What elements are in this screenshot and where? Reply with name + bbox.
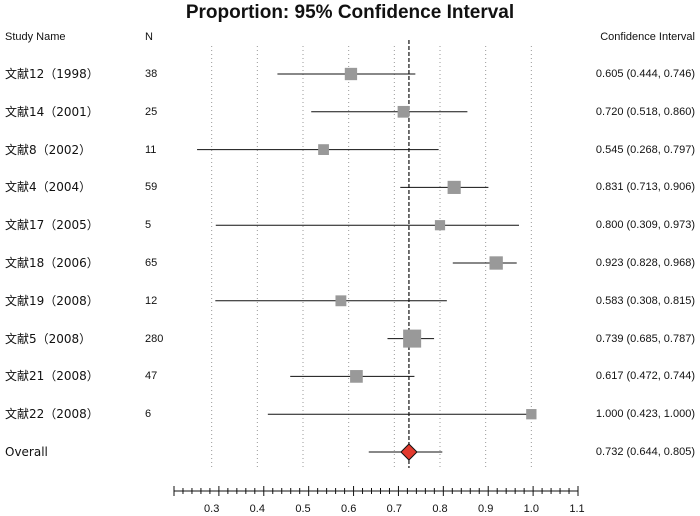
- study-estimate-square: [335, 295, 347, 307]
- overall-diamond: [400, 443, 418, 461]
- study-estimate-square: [447, 180, 461, 194]
- study-ci-text: 0.545 (0.268, 0.797): [595, 143, 695, 156]
- study-ci-text: 0.800 (0.309, 0.973): [595, 219, 695, 232]
- study-n: 11: [145, 143, 157, 156]
- study-name: 文献17（2005）: [5, 218, 99, 233]
- study-estimate-square: [526, 409, 537, 420]
- x-tick-label: 0.8: [432, 503, 447, 515]
- study-name: 文献14（2001）: [5, 104, 99, 119]
- study-name: 文献22（2008）: [5, 407, 99, 422]
- study-ci-text: 1.000 (0.423, 1.000): [595, 408, 695, 421]
- x-tick-label: 1.0: [524, 503, 539, 515]
- study-ci-text: 0.617 (0.472, 0.744): [595, 370, 695, 383]
- n-header: N: [145, 31, 153, 43]
- study-n: 12: [145, 294, 158, 307]
- study-name: 文献5（2008）: [5, 331, 92, 346]
- overall-label: Overall: [5, 445, 48, 459]
- chart-title: Proportion: 95% Confidence Interval: [185, 2, 515, 23]
- study-n: 47: [145, 370, 158, 383]
- study-n: 6: [145, 408, 152, 421]
- ci-header: Confidence Interval: [600, 31, 695, 43]
- x-tick-label: 0.5: [295, 503, 310, 515]
- study-ci-text: 0.720 (0.518, 0.860): [595, 105, 695, 118]
- study-name: 文献4（2004）: [5, 180, 92, 195]
- study-name: 文献21（2008）: [5, 369, 99, 384]
- study-n: 280: [145, 332, 164, 345]
- x-tick-label: 0.6: [341, 503, 356, 515]
- x-tick-label: 0.7: [387, 503, 402, 515]
- x-tick-label: 1.1: [569, 503, 584, 515]
- study-ci-text: 0.583 (0.308, 0.815): [595, 294, 695, 307]
- study-estimate-square: [489, 256, 503, 270]
- study-name: 文献8（2002）: [5, 142, 92, 157]
- x-tick-label: 0.9: [478, 503, 493, 515]
- study-estimate-square: [434, 220, 446, 231]
- study-ci-text: 0.923 (0.828, 0.968): [595, 257, 695, 269]
- study-n: 59: [145, 181, 158, 194]
- study-n: 25: [145, 105, 158, 118]
- study-name: 文献12（1998）: [5, 67, 99, 81]
- x-tick-label: 0.3: [204, 503, 219, 515]
- study-ci-text: 0.739 (0.685, 0.787): [595, 332, 695, 345]
- study-estimate-square: [397, 105, 410, 118]
- study-ci-text: 0.831 (0.713, 0.906): [595, 181, 695, 194]
- study-estimate-square: [403, 329, 422, 348]
- study-name: 文献19（2008）: [5, 293, 99, 308]
- study-estimate-square: [318, 144, 329, 155]
- study-name-header: Study Name: [5, 31, 66, 43]
- study-ci-text: 0.605 (0.444, 0.746): [595, 68, 695, 80]
- study-name: 文献18（2006）: [5, 256, 99, 270]
- study-n: 65: [145, 257, 158, 269]
- overall-ci-text: 0.732 (0.644, 0.805): [595, 446, 695, 458]
- study-estimate-square: [344, 67, 358, 81]
- study-n: 5: [145, 219, 152, 232]
- study-estimate-square: [350, 370, 363, 383]
- study-n: 38: [145, 68, 158, 80]
- x-tick-label: 0.4: [250, 503, 265, 515]
